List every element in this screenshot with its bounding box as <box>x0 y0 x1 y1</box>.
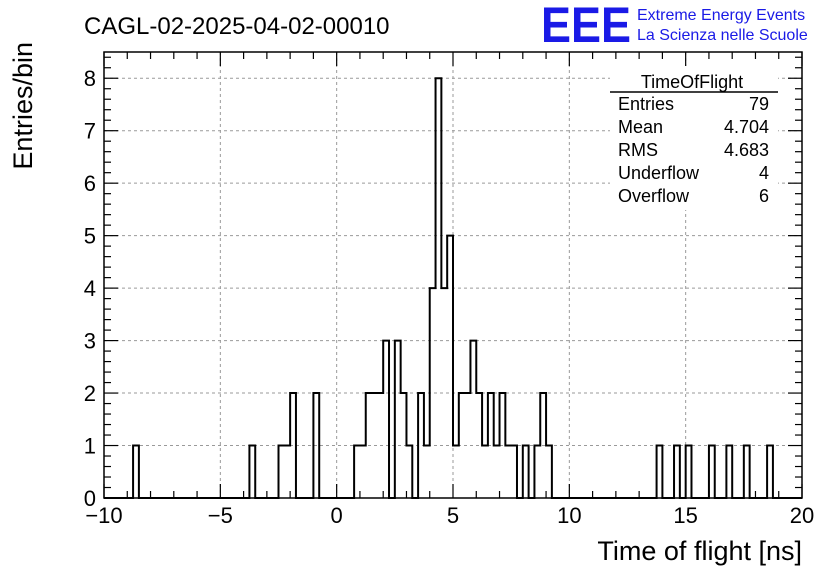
histogram-outline <box>104 77 802 499</box>
logo-line-2: La Scienza nelle Scuole <box>637 27 808 44</box>
stats-label: RMS <box>618 140 658 160</box>
stats-value: 79 <box>749 94 769 114</box>
y-tick-label: 4 <box>84 276 96 301</box>
x-tick-label: −10 <box>85 503 122 528</box>
logo-mark: EEE <box>541 0 631 53</box>
x-axis-label: Time of flight [ns] <box>597 536 802 566</box>
y-axis-label: Entries/bin <box>8 42 38 170</box>
x-tick-labels: −10 −5 0 5 10 15 20 <box>85 503 814 528</box>
stats-row-rms: RMS 4.683 <box>618 140 769 160</box>
x-tick-label: 5 <box>447 503 459 528</box>
y-tick-label: 8 <box>84 66 96 91</box>
logo-line-1: Extreme Energy Events <box>637 7 805 24</box>
stats-box-background <box>610 66 778 210</box>
y-tick-label: 1 <box>84 434 96 459</box>
plot-frame <box>103 51 803 499</box>
stats-row-entries: Entries 79 <box>618 94 769 114</box>
axis-ticks <box>103 52 803 499</box>
y-tick-label: 5 <box>84 224 96 249</box>
x-tick-label: 10 <box>557 503 581 528</box>
stats-value: 4.683 <box>724 140 769 160</box>
stats-row-mean: Mean 4.704 <box>618 117 769 137</box>
y-tick-label: 3 <box>84 329 96 354</box>
y-tick-label: 0 <box>84 486 96 511</box>
stats-value: 4 <box>759 163 769 183</box>
stats-value: 4.704 <box>724 117 769 137</box>
y-tick-label: 7 <box>84 119 96 144</box>
stats-label: Mean <box>618 117 663 137</box>
stats-title: TimeOfFlight <box>641 72 743 92</box>
stats-label: Underflow <box>618 163 700 183</box>
eee-logo: EEE Extreme Energy Events La Scienza nel… <box>541 0 808 53</box>
stats-label: Overflow <box>618 186 690 206</box>
stats-value: 6 <box>759 186 769 206</box>
chart-title: CAGL-02-2025-04-02-00010 <box>84 13 390 40</box>
y-tick-label: 2 <box>84 381 96 406</box>
x-tick-label: 0 <box>331 503 343 528</box>
stats-row-overflow: Overflow 6 <box>618 186 769 206</box>
x-tick-label: −5 <box>208 503 233 528</box>
x-tick-label: 20 <box>790 503 814 528</box>
stats-row-underflow: Underflow 4 <box>618 163 769 183</box>
stats-label: Entries <box>618 94 674 114</box>
x-tick-label: 15 <box>673 503 697 528</box>
y-tick-labels: 0 1 2 3 4 5 6 7 8 <box>84 66 96 511</box>
stats-box: TimeOfFlight Entries 79 Mean 4.704 RMS 4… <box>610 66 778 210</box>
y-tick-label: 6 <box>84 171 96 196</box>
